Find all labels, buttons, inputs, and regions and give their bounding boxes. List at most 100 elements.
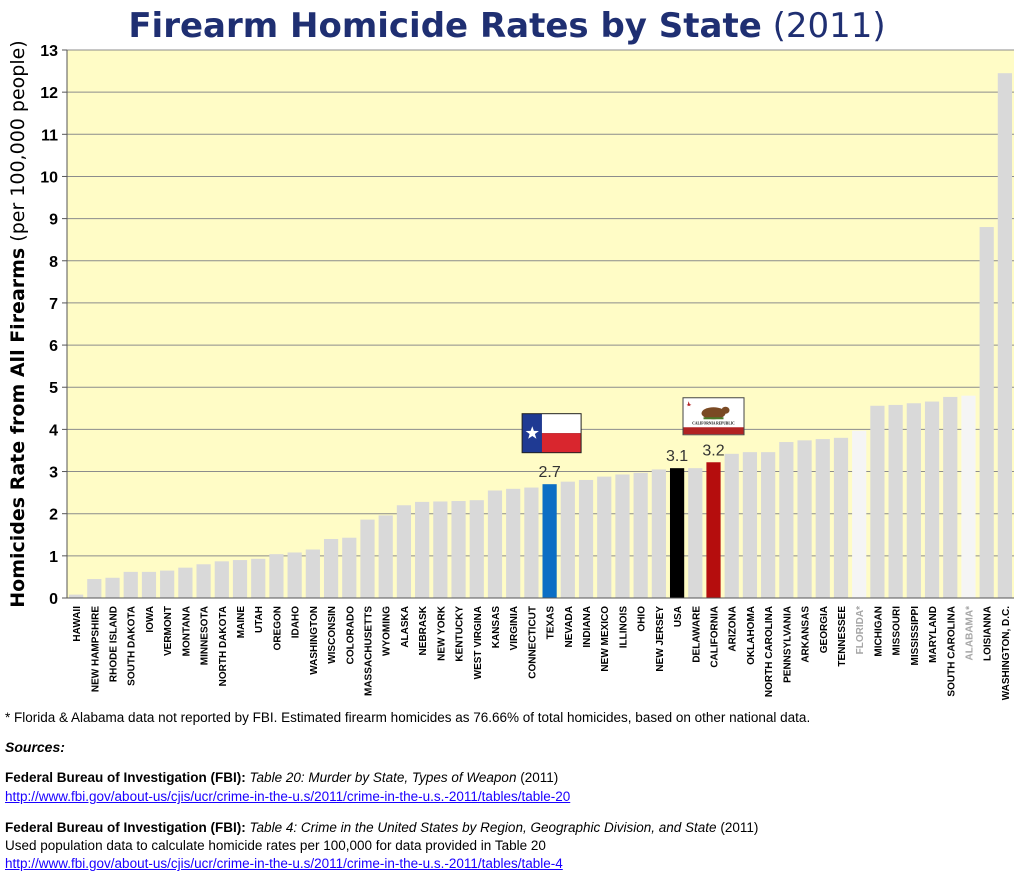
source-2-year: (2011) bbox=[720, 820, 759, 835]
grass-strip bbox=[703, 417, 724, 420]
bar-new-hampshire bbox=[87, 579, 102, 598]
bar-missouri bbox=[888, 404, 903, 598]
y-tick-label: 10 bbox=[40, 169, 58, 186]
x-tick-label: KENTUCKY bbox=[455, 606, 466, 662]
bar-nevada bbox=[560, 481, 575, 598]
bar-florida bbox=[852, 430, 867, 598]
x-tick-label: MISSOURI bbox=[892, 606, 903, 656]
x-tick-label: IOWA bbox=[145, 606, 156, 633]
bar-hawaii bbox=[69, 594, 84, 598]
bar-colorado bbox=[342, 537, 357, 598]
bar-usa bbox=[669, 468, 685, 598]
x-tick-label: OKLAHOMA bbox=[746, 606, 757, 665]
x-axis-labels: HAWAII NEW HAMPSHIRE RHODE ISLAND SOUTH DAK… bbox=[72, 605, 1012, 700]
bar-delaware bbox=[688, 468, 703, 598]
source-2-link[interactable]: http://www.fbi.gov/about-us/cjis/ucr/cri… bbox=[5, 856, 563, 871]
bar-wyoming bbox=[378, 515, 393, 598]
y-axis-label: Homicides Rate from All Firearms (per 10… bbox=[7, 40, 29, 607]
bar-new-york bbox=[433, 501, 448, 598]
x-tick-label: ALABAMA* bbox=[964, 606, 975, 661]
bar-connecticut bbox=[524, 487, 539, 598]
x-tick-label: IDAHO bbox=[291, 606, 302, 638]
x-tick-label: KANSAS bbox=[491, 606, 502, 649]
bar-virginia bbox=[506, 488, 521, 598]
y-tick-label: 8 bbox=[49, 254, 58, 271]
bar-washington bbox=[305, 549, 320, 598]
x-tick-label: LOISIANNA bbox=[983, 606, 994, 661]
bar-north-dakota bbox=[214, 561, 229, 598]
y-tick-label: 7 bbox=[49, 296, 58, 313]
y-tick-label: 2 bbox=[49, 507, 58, 524]
bar-idaho bbox=[287, 552, 302, 598]
bar-oklahoma bbox=[742, 452, 758, 598]
bar-oregon bbox=[269, 554, 284, 598]
x-tick-label: WASHINGTON bbox=[309, 606, 320, 675]
y-axis-label-bold: Homicides Rate from All Firearms bbox=[7, 248, 29, 608]
chart-title: Firearm Homicide Rates by State (2011) bbox=[0, 4, 1014, 48]
bar-maryland bbox=[924, 401, 940, 598]
x-tick-label: DELAWARE bbox=[691, 606, 702, 663]
bar-maine bbox=[232, 560, 248, 598]
y-tick-label: 13 bbox=[40, 43, 58, 60]
source-1-link-row: http://www.fbi.gov/about-us/cjis/ucr/cri… bbox=[5, 788, 570, 806]
flag-red-stripe bbox=[541, 433, 581, 453]
texas-flag-icon bbox=[521, 413, 582, 454]
bar-ohio bbox=[633, 472, 648, 598]
y-tick-label: 9 bbox=[49, 212, 58, 229]
x-tick-label: SOUTH DAKOTA bbox=[127, 606, 138, 686]
bar-south-carolina bbox=[943, 396, 958, 598]
source-2-link-row: http://www.fbi.gov/about-us/cjis/ucr/cri… bbox=[5, 855, 563, 873]
bar-south-dakota bbox=[123, 571, 138, 598]
source-1: Federal Bureau of Investigation (FBI): T… bbox=[5, 769, 558, 787]
bear-icon bbox=[701, 407, 726, 420]
x-tick-label: WASHINGTON, D.C. bbox=[1001, 606, 1012, 700]
x-tick-label: NEW MEXICO bbox=[600, 606, 611, 672]
bar-nebrask bbox=[415, 501, 430, 598]
bar-minnesota bbox=[196, 564, 211, 598]
x-tick-label: MINNESOTA bbox=[200, 606, 211, 665]
x-tick-label: NEVADA bbox=[564, 606, 575, 647]
california-flag-text: CALIFORNIA REPUBLIC bbox=[692, 421, 735, 425]
x-tick-label: USA bbox=[673, 606, 684, 627]
bar-alaska bbox=[396, 505, 412, 598]
source-2: Federal Bureau of Investigation (FBI): T… bbox=[5, 819, 758, 837]
x-tick-label: ALASKA bbox=[400, 606, 411, 648]
x-tick-label: NEW HAMPSHIRE bbox=[90, 606, 101, 692]
x-tick-label: FLORIDA* bbox=[855, 606, 866, 654]
x-tick-label: WISCONSIN bbox=[327, 606, 338, 664]
source-1-org: Federal Bureau of Investigation (FBI): bbox=[5, 770, 246, 785]
source-2-note: Used population data to calculate homici… bbox=[5, 838, 546, 853]
star-icon bbox=[686, 401, 692, 407]
bar-loisianna bbox=[979, 227, 994, 599]
x-tick-label: CALIFORNIA bbox=[710, 606, 721, 668]
bar-texas bbox=[542, 484, 557, 598]
data-label-texas: 2.7 bbox=[538, 464, 560, 481]
y-tick-label: 11 bbox=[41, 127, 58, 144]
bar-west-virgina bbox=[469, 500, 484, 598]
y-tick-label: 5 bbox=[49, 380, 58, 397]
x-tick-label: TEXAS bbox=[546, 606, 557, 640]
x-tick-label: NORTH DAKOTA bbox=[218, 606, 229, 686]
y-tick-label: 3 bbox=[49, 465, 58, 482]
bar-wisconsin bbox=[323, 538, 339, 598]
bar-massachusetts bbox=[360, 519, 375, 598]
sources-heading: Sources: bbox=[5, 739, 65, 755]
x-tick-label: NEW YORK bbox=[436, 605, 447, 661]
y-tick-label: 4 bbox=[49, 422, 58, 439]
x-tick-label: VERMONT bbox=[163, 606, 174, 656]
bar-washington-d-c bbox=[997, 73, 1012, 598]
x-tick-label: RHODE ISLAND bbox=[109, 606, 120, 682]
bar-montana bbox=[178, 567, 193, 598]
x-tick-label: MICHIGAN bbox=[873, 606, 884, 657]
estimate-footnote: * Florida & Alabama data not reported by… bbox=[5, 710, 811, 725]
x-tick-label: COLORADO bbox=[345, 606, 356, 665]
source-1-link[interactable]: http://www.fbi.gov/about-us/cjis/ucr/cri… bbox=[5, 789, 571, 804]
bar-north-carolina bbox=[761, 452, 776, 598]
x-tick-label: GEORGIA bbox=[819, 606, 830, 653]
bar-kentucky bbox=[451, 501, 466, 598]
x-tick-label: MONTANA bbox=[181, 606, 192, 656]
x-tick-label: NEW JERSEY bbox=[655, 606, 666, 672]
x-tick-label: PENNSYLVANIA bbox=[782, 606, 793, 683]
